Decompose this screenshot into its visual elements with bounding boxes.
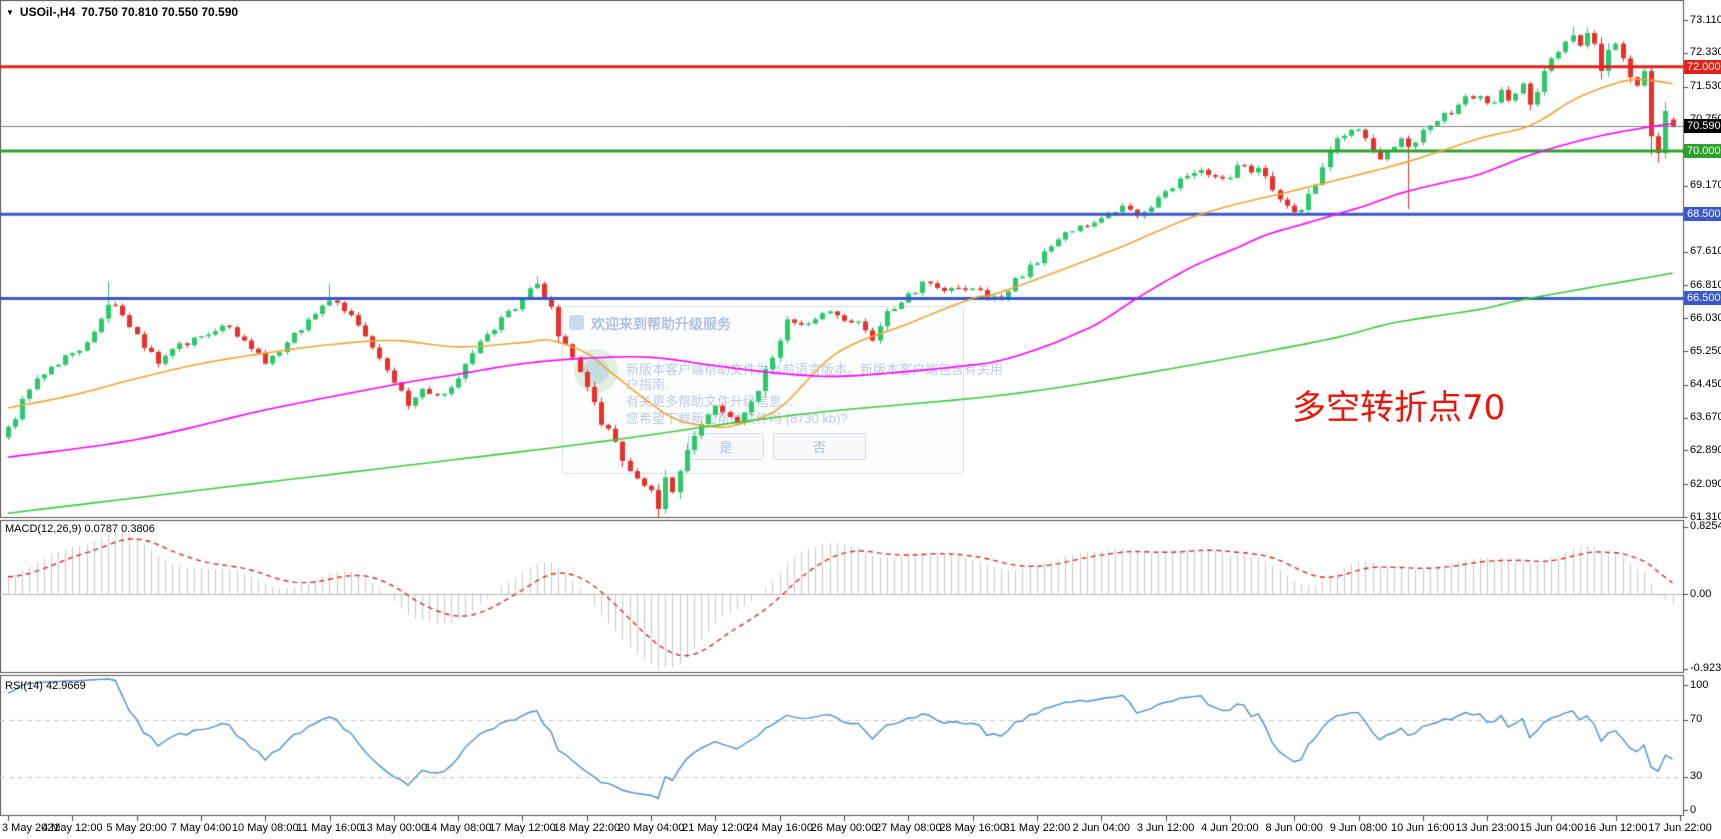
price-axis-label: 65.250 [1690, 344, 1721, 357]
time-axis-label: 20 May 04:00 [617, 822, 685, 834]
price-axis-label: 66.030 [1690, 311, 1721, 324]
price-level-box: 68.500 [1684, 207, 1721, 222]
price-level-box: 72.000 [1684, 59, 1721, 74]
time-axis-label: 2 Jun 04:00 [1072, 822, 1131, 834]
symbol-dropdown-icon[interactable]: ▼ [6, 7, 14, 17]
time-axis-label: 26 May 00:00 [810, 822, 878, 834]
time-axis-label: 4 Jun 20:00 [1201, 822, 1259, 834]
time-axis-label: 7 May 04:00 [170, 822, 232, 834]
rsi-indicator-label: RSI(14) 42.9669 [5, 680, 86, 692]
time-axis-label: 13 Jun 23:00 [1455, 822, 1519, 834]
rsi-scale-0-label: 0 [1690, 803, 1697, 816]
price-level-box: 70.000 [1684, 143, 1721, 158]
chart-annotation-text: 多空转折点70 [1292, 388, 1506, 428]
macd-indicator-label: MACD(12,26,9) 0.0787 0.3806 [5, 523, 155, 535]
time-axis-label: 15 Jun 04:00 [1519, 822, 1584, 834]
time-axis-label: 9 Jun 08:00 [1329, 822, 1388, 834]
time-axis-label: 27 May 08:00 [875, 822, 942, 834]
macd-scale-max-label: 0.8254 [1690, 520, 1721, 533]
time-axis-label: 13 May 00:00 [360, 822, 428, 834]
time-axis-label: 24 May 16:00 [746, 822, 814, 834]
price-level-box: 66.500 [1684, 291, 1721, 306]
price-level-box: 70.590 [1684, 119, 1721, 134]
symbol-ohlc-values: 70.750 70.810 70.550 70.590 [81, 5, 239, 19]
time-axis-label: 10 Jun 16:00 [1391, 822, 1455, 834]
price-axis-label: 71.530 [1690, 80, 1721, 93]
time-axis-label: 18 May 22:00 [553, 822, 621, 834]
macd-scale-zero-label: 0.00 [1690, 587, 1712, 600]
time-axis-label: 17 May 12:00 [489, 822, 556, 834]
price-axis-label: 63.670 [1690, 411, 1721, 424]
time-axis-label: 28 May 16:00 [939, 822, 1006, 834]
price-axis-label: 61.310 [1690, 510, 1721, 523]
rsi-scale-30-label: 30 [1690, 770, 1703, 783]
time-axis-label: 17 Jun 22:00 [1648, 822, 1712, 834]
symbol-title-bar: ▼ USOil-,H4 70.750 70.810 70.550 70.590 [6, 5, 238, 19]
price-axis-label: 66.810 [1690, 278, 1721, 291]
rsi-scale-70-label: 70 [1690, 713, 1703, 726]
price-axis-label: 69.170 [1690, 179, 1721, 192]
time-axis-label: 21 May 12:00 [682, 822, 749, 834]
rsi-scale-100-label: 100 [1690, 678, 1709, 691]
price-axis-label: 62.890 [1690, 443, 1721, 456]
time-axis-label: 4 May 12:00 [42, 822, 103, 834]
time-axis-label: 5 May 20:00 [106, 822, 167, 834]
price-axis-label: 67.610 [1690, 245, 1721, 258]
time-axis-label: 31 May 22:00 [1003, 822, 1071, 834]
price-axis-label: 73.110 [1690, 13, 1721, 26]
time-axis-label: 8 Jun 00:00 [1265, 822, 1323, 834]
time-axis-label: 10 May 08:00 [231, 822, 299, 834]
price-axis-label: 62.090 [1690, 477, 1721, 490]
price-axis-label: 64.450 [1690, 378, 1721, 391]
time-axis-label: 14 May 08:00 [424, 822, 492, 834]
time-axis-label: 16 Jun 12:00 [1583, 822, 1648, 834]
symbol-name: USOil-,H4 [19, 5, 76, 19]
time-axis-label: 3 May 2021 [2, 822, 60, 834]
macd-scale-min-label: -0.9234 [1690, 662, 1721, 675]
time-axis-label: 11 May 16:00 [296, 822, 363, 834]
price-axis-label: 72.330 [1690, 46, 1721, 59]
time-axis-label: 3 Jun 12:00 [1136, 822, 1195, 834]
